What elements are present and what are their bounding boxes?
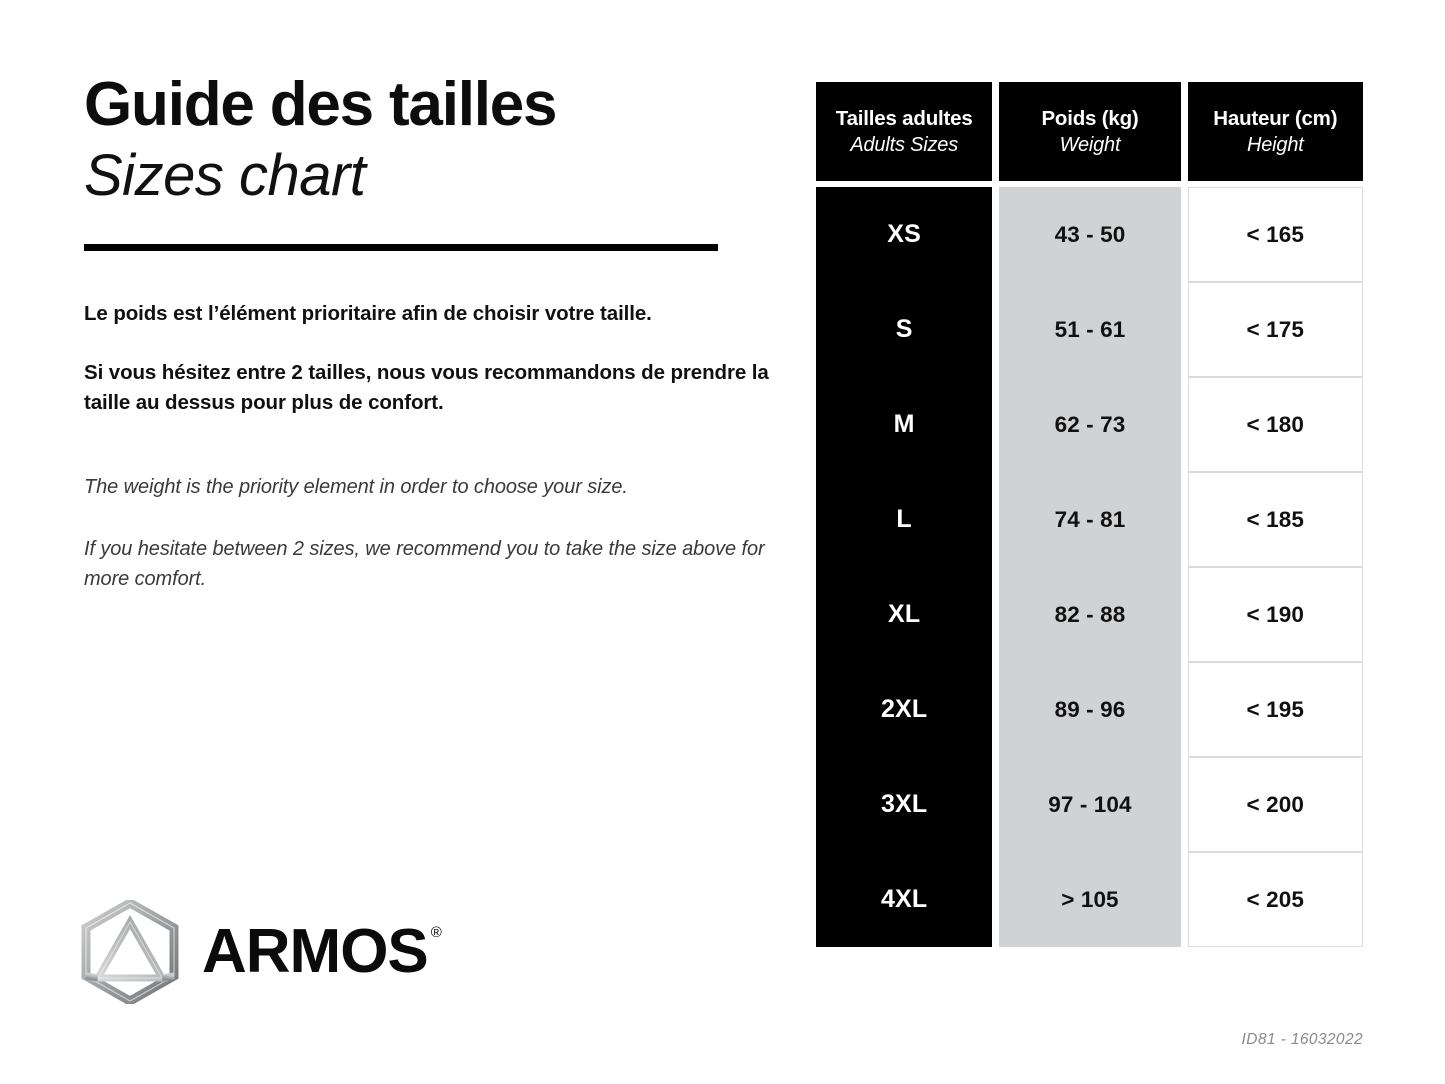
armos-hexagon-logo-icon	[81, 900, 179, 1004]
table-row: XS 43 - 50 < 165	[816, 187, 1363, 282]
cell-size: 2XL	[816, 662, 993, 757]
table-header-row: Tailles adultes Adults Sizes Poids (kg) …	[816, 82, 1363, 181]
brand-name: ARMOS	[202, 917, 429, 986]
cell-size: S	[816, 282, 993, 377]
note-en-1: The weight is the priority element in or…	[84, 475, 628, 498]
brand-logo: ARMOS ®	[80, 900, 442, 1004]
cell-height: < 175	[1187, 282, 1363, 377]
cell-size: M	[816, 377, 993, 472]
cell-height: < 165	[1187, 187, 1363, 282]
cell-height: < 205	[1187, 852, 1363, 947]
cell-size: 3XL	[816, 757, 993, 852]
cell-height: < 180	[1187, 377, 1363, 472]
cell-height: < 185	[1187, 472, 1363, 567]
column-header-height: Hauteur (cm) Height	[1187, 82, 1363, 181]
notes-fr: Le poids est l’élément prioritaire afin …	[84, 299, 784, 418]
cell-weight: > 105	[999, 852, 1181, 947]
armos-wordmark: ARMOS ®	[202, 921, 442, 983]
registered-trademark-icon: ®	[430, 924, 442, 941]
cell-weight: 97 - 104	[999, 757, 1181, 852]
column-header-height-fr: Hauteur (cm)	[1213, 106, 1338, 130]
note-fr-1: Le poids est l’élément prioritaire afin …	[84, 301, 652, 325]
cell-size: XL	[816, 567, 993, 662]
cell-size: L	[816, 472, 993, 567]
cell-weight: 74 - 81	[999, 472, 1181, 567]
column-header-size-fr: Tailles adultes	[835, 106, 973, 130]
notes-en: The weight is the priority element in or…	[84, 472, 784, 594]
cell-weight: 62 - 73	[999, 377, 1181, 472]
intro-panel: Guide des tailles Sizes chart Le poids e…	[84, 70, 784, 594]
column-header-weight-fr: Poids (kg)	[1041, 106, 1139, 130]
title-divider	[84, 243, 718, 251]
note-en-2: If you hesitate between 2 sizes, we reco…	[84, 537, 765, 590]
cell-weight: 89 - 96	[999, 662, 1181, 757]
column-header-height-en: Height	[1246, 133, 1304, 156]
cell-height: < 200	[1187, 757, 1363, 852]
page-title-en: Sizes chart	[84, 142, 366, 208]
table-row: 4XL > 105 < 205	[816, 852, 1363, 947]
column-header-weight-en: Weight	[1059, 133, 1121, 156]
table-header: Tailles adultes Adults Sizes Poids (kg) …	[816, 82, 1363, 181]
table-body: XS 43 - 50 < 165 S 51 - 61 < 175 M 62 - …	[816, 187, 1363, 947]
table-row: 2XL 89 - 96 < 195	[816, 662, 1363, 757]
cell-weight: 51 - 61	[999, 282, 1181, 377]
column-header-weight: Poids (kg) Weight	[999, 82, 1181, 181]
cell-size: 4XL	[816, 852, 993, 947]
page-title-fr: Guide des tailles	[84, 70, 558, 139]
table-row: L 74 - 81 < 185	[816, 472, 1363, 567]
column-header-size: Tailles adultes Adults Sizes	[816, 82, 993, 181]
cell-height: < 195	[1187, 662, 1363, 757]
table-row: XL 82 - 88 < 190	[816, 567, 1363, 662]
column-header-size-en: Adults Sizes	[850, 133, 959, 156]
cell-size: XS	[816, 187, 993, 282]
reference-id: ID81 - 16032022	[1241, 1031, 1363, 1048]
table-row: 3XL 97 - 104 < 200	[816, 757, 1363, 852]
sizes-table: Tailles adultes Adults Sizes Poids (kg) …	[816, 82, 1363, 947]
cell-weight: 82 - 88	[999, 567, 1181, 662]
cell-height: < 190	[1187, 567, 1363, 662]
note-fr-2: Si vous hésitez entre 2 tailles, nous vo…	[84, 361, 769, 415]
table-row: S 51 - 61 < 175	[816, 282, 1363, 377]
table-row: M 62 - 73 < 180	[816, 377, 1363, 472]
cell-weight: 43 - 50	[999, 187, 1181, 282]
